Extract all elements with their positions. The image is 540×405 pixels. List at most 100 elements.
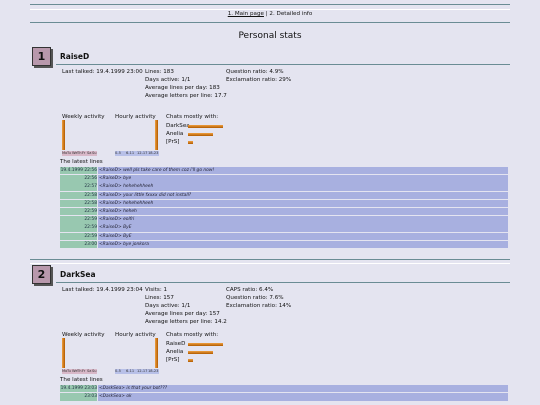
user-name: RaiseD bbox=[60, 52, 90, 61]
chats-label: Chats mostly with: bbox=[166, 114, 219, 120]
stat: Question ratio: 4.9% bbox=[226, 69, 284, 75]
hour-label: 6-11 bbox=[126, 151, 135, 155]
hour-label: 12-17 bbox=[137, 369, 148, 373]
stat: Exclamation ratio: 29% bbox=[226, 77, 292, 83]
hour-label: 12-17 bbox=[137, 151, 148, 155]
line-text: <RaiseD> ByE bbox=[98, 224, 508, 232]
hour-label: 18-23 bbox=[148, 151, 159, 155]
day-label: Sa bbox=[87, 369, 92, 373]
line-text: <RaiseD> bye bbox=[98, 175, 508, 183]
day-label: Mo bbox=[62, 151, 68, 155]
line-text: <RaiseD> hehehehheeh bbox=[98, 199, 508, 208]
line-time: 22:59 bbox=[60, 232, 97, 240]
line-text: <RaiseD> eolfri bbox=[98, 216, 508, 224]
line-text: <RaiseD> well pls take care of them coz … bbox=[98, 167, 508, 175]
hourly-axis bbox=[115, 369, 159, 374]
weekly-axis bbox=[62, 151, 97, 156]
stat: Average lines per day: 183 bbox=[145, 85, 220, 91]
nav-link[interactable]: 1. Main page bbox=[227, 11, 264, 17]
hourly-bar bbox=[155, 120, 158, 150]
stat: Lines: 183 bbox=[145, 69, 174, 75]
hourly-axis bbox=[115, 151, 159, 156]
chat-name: [PrS] bbox=[166, 357, 180, 363]
line-time: 23:00 bbox=[60, 240, 97, 249]
line-time: 22:58 bbox=[60, 191, 97, 199]
name-rule bbox=[56, 64, 510, 65]
line-text: <RaiseD> bye jonkora bbox=[98, 240, 508, 249]
day-label: Tu bbox=[67, 151, 71, 155]
line-time: 22:59 bbox=[60, 208, 97, 216]
hourly-bar bbox=[155, 338, 158, 368]
stat: Days active: 1/1 bbox=[145, 303, 191, 309]
rank-box: 2 bbox=[32, 265, 51, 284]
day-label: Tu bbox=[67, 369, 71, 373]
line-time: 22:56 bbox=[60, 175, 97, 183]
chat-bar bbox=[188, 358, 193, 362]
chat-bar bbox=[188, 132, 213, 136]
weekly-bar bbox=[62, 338, 65, 368]
chat-name: Anelia bbox=[166, 349, 184, 355]
stat: Average lines per day: 157 bbox=[145, 311, 220, 317]
nav: 1. Main page | 2. Detailed info bbox=[0, 10, 540, 18]
line-text: <RaiseD> your little fxxxx did not insta… bbox=[98, 191, 508, 199]
weekly-bar bbox=[62, 120, 65, 150]
line-time: 19.4.1999 22:56 bbox=[60, 167, 97, 175]
nav-rule bbox=[30, 22, 510, 23]
chat-bar bbox=[188, 350, 213, 354]
name-rule bbox=[56, 282, 510, 283]
stat: Last talked: 19.4.1999 23:04 bbox=[62, 287, 143, 293]
weekly-axis bbox=[62, 369, 97, 374]
line-time: 22:59 bbox=[60, 224, 97, 232]
chat-bar bbox=[188, 124, 223, 128]
day-label: Th bbox=[77, 369, 82, 373]
stat: Lines: 157 bbox=[145, 295, 174, 301]
day-label: Fr bbox=[82, 369, 86, 373]
chat-name: [PrS] bbox=[166, 139, 180, 145]
line-time: 19.4.1999 23:03 bbox=[60, 385, 97, 393]
stat: Average letters per line: 14.2 bbox=[145, 319, 227, 325]
hour-label: 18-23 bbox=[148, 369, 159, 373]
nav-current: 2. Detailed info bbox=[269, 11, 313, 17]
chats-label: Chats mostly with: bbox=[166, 332, 219, 338]
stat: Question ratio: 7.6% bbox=[226, 295, 284, 301]
line-text: <RaiseD> ByE bbox=[98, 232, 508, 240]
stat: Average letters per line: 17.7 bbox=[145, 93, 227, 99]
user-name: DarkSea bbox=[60, 270, 96, 279]
day-label: Su bbox=[92, 151, 97, 155]
day-label: Fr bbox=[82, 151, 86, 155]
weekly-label: Weekly activity bbox=[62, 332, 105, 338]
hour-label: 0-5 bbox=[115, 151, 121, 155]
day-label: We bbox=[72, 151, 78, 155]
day-label: We bbox=[72, 369, 78, 373]
day-label: Mo bbox=[62, 369, 68, 373]
line-text: <RaiseD> hehehehheeh bbox=[98, 183, 508, 191]
section-rule-light bbox=[30, 263, 510, 264]
stat: Days active: 1/1 bbox=[145, 77, 191, 83]
chat-bar bbox=[188, 140, 193, 144]
line-time: 22:57 bbox=[60, 183, 97, 191]
chat-name: DarkSea bbox=[166, 123, 190, 129]
rank-box: 1 bbox=[32, 47, 51, 66]
weekly-label: Weekly activity bbox=[62, 114, 105, 120]
day-label: Su bbox=[92, 369, 97, 373]
latest-label: The latest lines bbox=[60, 159, 103, 165]
line-time: 22:59 bbox=[60, 216, 97, 224]
line-time: 22:58 bbox=[60, 199, 97, 208]
line-time: 23:03 bbox=[60, 393, 97, 401]
hourly-label: Hourly activity bbox=[115, 332, 156, 338]
stat: Visits: 1 bbox=[145, 287, 168, 293]
chat-name: RaiseD bbox=[166, 341, 186, 347]
day-label: Th bbox=[77, 151, 82, 155]
top-rule bbox=[30, 4, 510, 5]
hourly-label: Hourly activity bbox=[115, 114, 156, 120]
stat: Last talked: 19.4.1999 23:00 bbox=[62, 69, 143, 75]
stat: Exclamation ratio: 14% bbox=[226, 303, 292, 309]
nav-separator: | bbox=[265, 11, 268, 17]
hour-label: 6-11 bbox=[126, 369, 135, 373]
section-rule bbox=[30, 259, 510, 260]
latest-label: The latest lines bbox=[60, 377, 103, 383]
line-text: <RaiseD> heheh bbox=[98, 208, 508, 216]
chat-bar bbox=[188, 342, 223, 346]
chat-name: Anelia bbox=[166, 131, 184, 137]
